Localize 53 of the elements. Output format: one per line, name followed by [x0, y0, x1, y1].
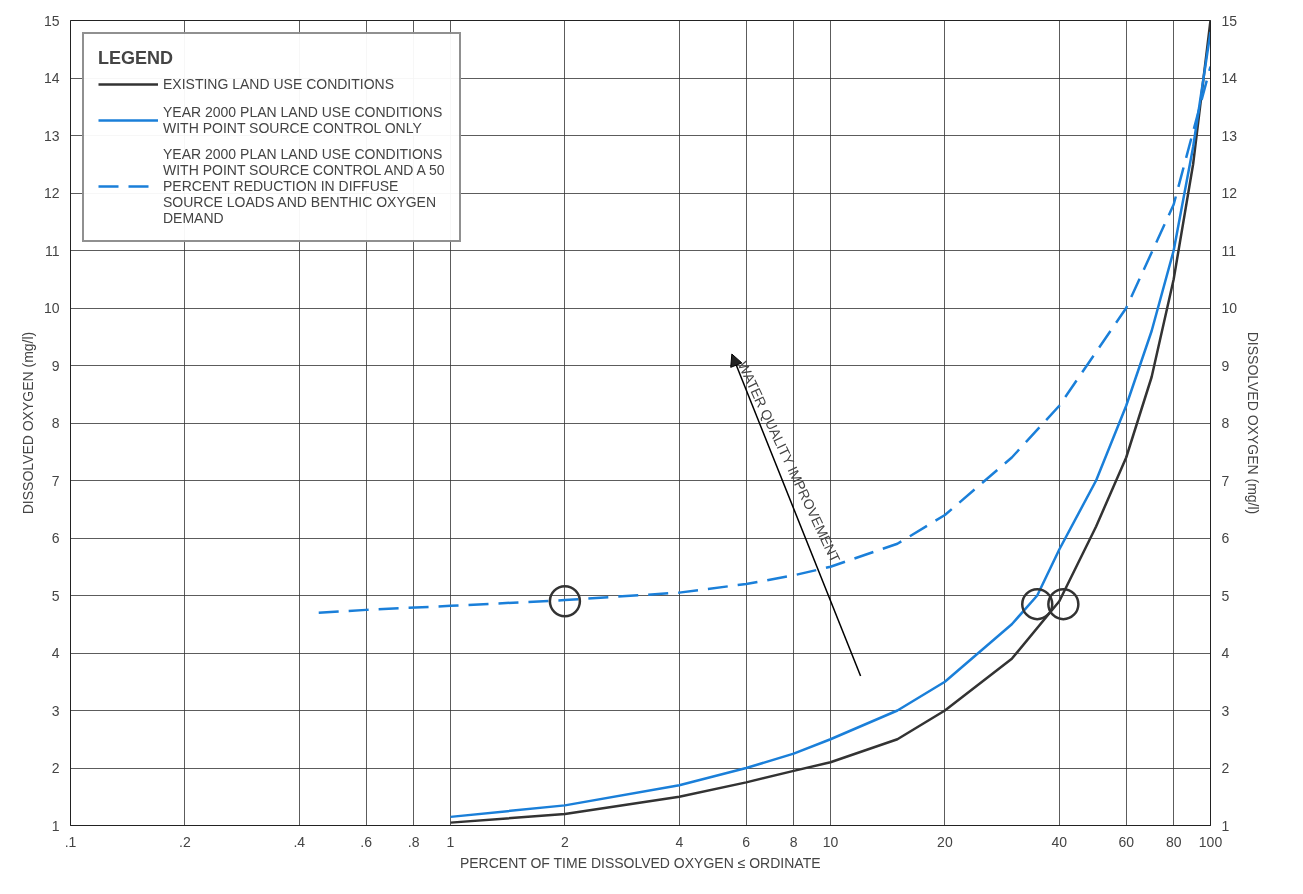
- x-tick-label: 8: [789, 833, 798, 850]
- y-tick-label: 15: [43, 12, 60, 29]
- y-tick-label: 1: [51, 817, 60, 834]
- x-axis-title: PERCENT OF TIME DISSOLVED OXYGEN ≤ ORDINATE: [459, 854, 821, 871]
- y-tick-label: 2: [51, 760, 60, 776]
- legend-label: EXISTING LAND USE CONDITIONS: [163, 76, 395, 92]
- legend-title: LEGEND: [98, 48, 174, 69]
- y2-tick-label: 13: [1221, 127, 1238, 144]
- y-tick-label: 13: [43, 127, 60, 144]
- y2-tick-label: 11: [1221, 242, 1237, 259]
- x-tick-label: 80: [1165, 833, 1182, 850]
- y-tick-label: 8: [51, 415, 60, 431]
- x-tick-label: 4: [675, 833, 684, 850]
- x-tick-label: .8: [407, 833, 420, 850]
- y2-tick-label: 4: [1221, 645, 1230, 661]
- y2-tick-label: 3: [1221, 702, 1230, 719]
- x-tick-label: 2: [561, 833, 569, 850]
- y2-tick-label: 7: [1221, 472, 1230, 489]
- y2-tick-label: 2: [1221, 760, 1230, 776]
- y-tick-label: 5: [51, 587, 60, 604]
- y-tick-label: 4: [51, 645, 60, 661]
- x-tick-label: 10: [822, 833, 839, 850]
- y-tick-label: 7: [51, 472, 60, 489]
- y-tick-label: 9: [51, 357, 60, 374]
- y-tick-label: 10: [43, 300, 60, 316]
- y2-tick-label: 8: [1221, 415, 1230, 431]
- x-tick-label: .4: [293, 833, 306, 850]
- y2-tick-label: 10: [1221, 300, 1238, 316]
- y-tick-label: 3: [51, 702, 60, 719]
- x-tick-label: 100: [1198, 833, 1223, 850]
- y2-tick-label: 12: [1221, 185, 1238, 201]
- y-tick-label: 6: [51, 530, 60, 546]
- y2-tick-label: 15: [1221, 12, 1238, 29]
- y-tick-label: 12: [43, 185, 60, 201]
- y2-tick-label: 14: [1221, 70, 1238, 86]
- legend-label: YEAR 2000 PLAN LAND USE CONDITIONS WITH POINT SOURCE CONTROL AND A 50 PERCENT REDUCTION IN DIFFUSE SOURCE LOADS AND BENTHIC OXYGEN DEMAND: [163, 146, 445, 226]
- x-tick-label: .1: [64, 833, 77, 850]
- x-tick-label: .6: [360, 833, 373, 850]
- y-axis-title: DISSOLVED OXYGEN (mg/l): [19, 331, 36, 515]
- y2-tick-label: 5: [1221, 587, 1230, 604]
- y-tick-label: 14: [43, 70, 60, 86]
- x-tick-label: .2: [179, 833, 191, 850]
- y-tick-label: 11: [44, 242, 60, 259]
- x-tick-label: 6: [742, 833, 751, 850]
- y2-tick-label: 9: [1221, 357, 1230, 374]
- y2-axis-title: DISSOLVED OXYGEN (mg/l): [1245, 331, 1262, 515]
- y2-tick-label: 1: [1221, 817, 1230, 834]
- x-tick-label: 20: [937, 833, 953, 850]
- x-tick-label: 60: [1118, 833, 1135, 850]
- x-tick-label: 1: [446, 833, 455, 850]
- legend-label: YEAR 2000 PLAN LAND USE CONDITIONS WITH POINT SOURCE CONTROL ONLY: [163, 104, 443, 136]
- y2-tick-label: 6: [1221, 530, 1230, 546]
- x-tick-label: 40: [1051, 833, 1068, 850]
